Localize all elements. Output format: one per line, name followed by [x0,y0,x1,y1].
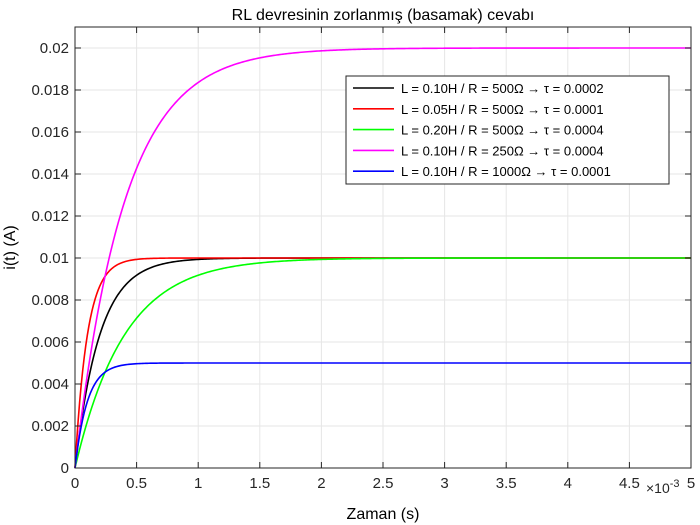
y-tick-label: 0.012 [31,208,69,225]
series-line-4 [74,47,691,469]
x-tick-label: 5 [687,475,695,492]
y-axis-label: i(t) (A) [2,225,19,269]
x-tick-label: 3 [440,475,448,492]
x-axis-exponent-power: -3 [670,478,680,490]
x-tick-label: 0 [71,475,79,492]
legend-entry-4: L = 0.10H / R = 250Ω → τ = 0.0004 [401,143,604,158]
y-tick-label: 0.014 [31,166,69,183]
ticks: 0 0.5 1 1.5 2 2.5 3 3.5 4 4.5 5 0 0.002 0.004 0.006 0.0… [31,27,695,492]
chart-title: RL devresinin zorlanmış (basamak) cevabı [232,7,535,24]
x-axis-exponent: ×10-3 [646,478,680,496]
y-tick-label: 0.01 [40,250,69,267]
legend-entry-3: L = 0.20H / R = 500Ω → τ = 0.0004 [401,123,604,138]
x-tick-label: 1.5 [249,475,270,492]
y-tick-label: 0.004 [31,376,69,393]
y-tick-label: 0.006 [31,334,69,351]
x-tick-label: 1 [194,475,202,492]
series-line-5 [74,362,691,469]
x-tick-label: 2 [317,475,325,492]
legend-box [345,75,670,185]
x-tick-label: 2.5 [373,475,394,492]
x-tick-label: 4.5 [619,475,640,492]
x-tick-label: 0.5 [126,475,147,492]
legend: L = 0.10H / R = 500Ω → τ = 0.0002 L = 0.0… [345,75,670,185]
y-tick-label: 0 [61,460,69,477]
y-tick-label: 0.016 [31,124,69,141]
series-layer [74,47,691,469]
y-tick-label: 0.02 [40,40,69,57]
legend-entry-1: L = 0.10H / R = 500Ω → τ = 0.0002 [401,81,604,96]
y-tick-label: 0.018 [31,82,69,99]
x-tick-label: 3.5 [496,475,517,492]
x-tick-label: 4 [564,475,572,492]
legend-entry-2: L = 0.05H / R = 500Ω → τ = 0.0001 [401,102,604,117]
y-tick-label: 0.002 [31,418,69,435]
y-tick-label: 0.008 [31,292,69,309]
x-axis-label: Zaman (s) [347,506,420,523]
x-axis-exponent-base: ×10 [646,480,670,496]
legend-entry-5: L = 0.10H / R = 1000Ω → τ = 0.0001 [401,164,611,179]
series-line-3 [74,257,691,469]
